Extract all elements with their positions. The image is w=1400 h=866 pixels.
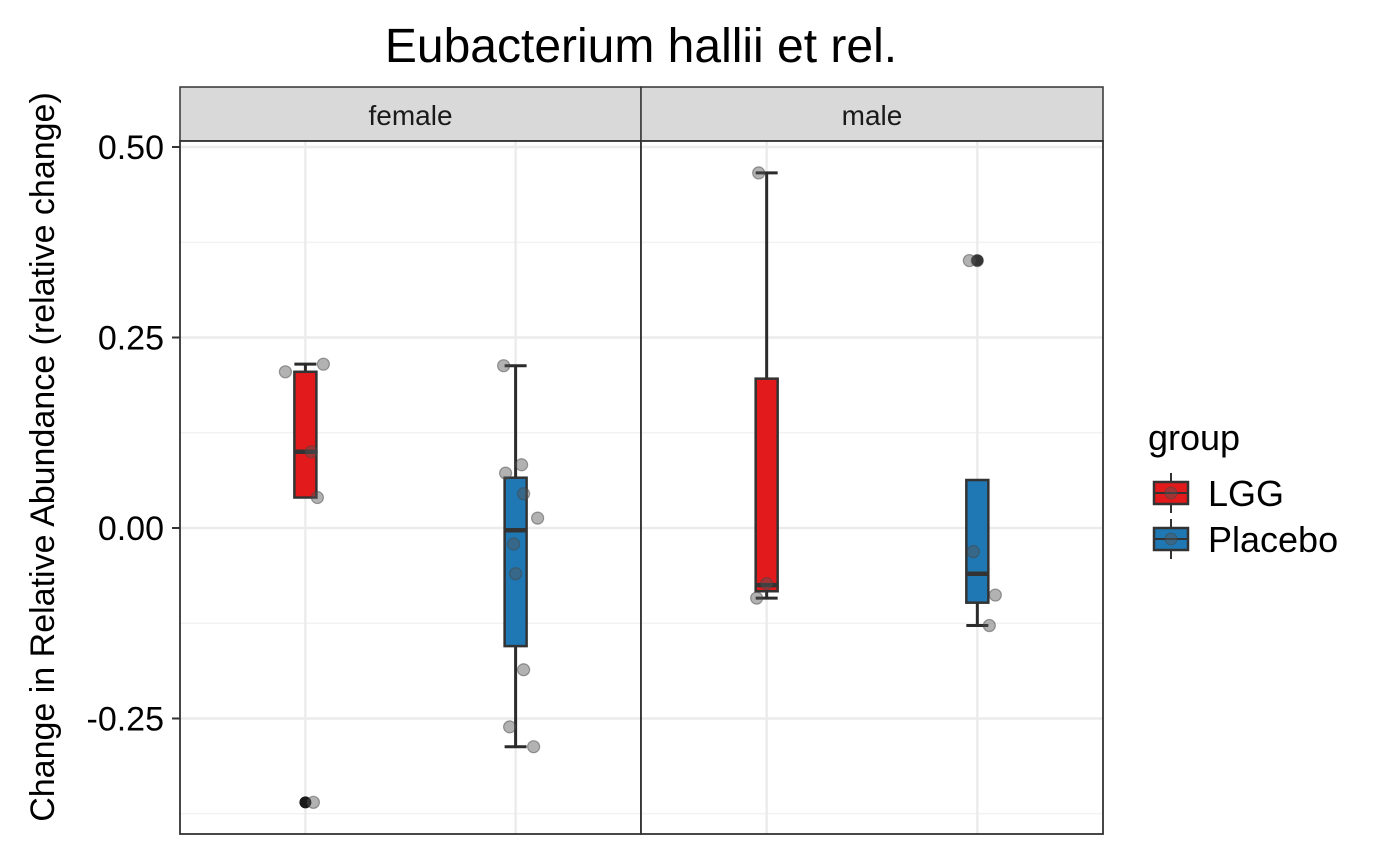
data-point: [966, 545, 980, 559]
panel-border: [640, 140, 1104, 835]
data-point: [306, 795, 320, 809]
data-point: [497, 359, 511, 373]
box-female-placebo: [497, 359, 545, 754]
strip-label-female: female: [368, 100, 452, 131]
legend-key-point: [1164, 486, 1178, 500]
legend-key-point: [1164, 532, 1178, 546]
legend-label-placebo: Placebo: [1208, 519, 1338, 560]
data-point: [988, 588, 1002, 602]
y-axis-title: Change in Relative Abundance (relative c…: [24, 92, 62, 822]
chart-title: Eubacterium hallii et rel.: [385, 20, 897, 73]
data-point: [316, 357, 330, 371]
y-tick-label: 0.50: [98, 129, 164, 167]
y-tick-label: -0.25: [87, 701, 165, 739]
legend: group LGG Placebo: [1148, 417, 1338, 560]
box-female-lgg: [278, 357, 330, 809]
strip-male: [640, 86, 1104, 142]
data-point: [304, 445, 318, 459]
panel-male: [641, 141, 1103, 834]
data-point: [503, 720, 517, 734]
legend-title: group: [1148, 417, 1240, 458]
data-point: [752, 166, 766, 180]
plot-area: female male 0.50 0.25 0.00 -0.25: [87, 86, 1104, 835]
strip-female: [179, 86, 642, 142]
data-point: [509, 567, 523, 581]
legend-key-placebo: [1152, 519, 1190, 559]
legend-key-lgg: [1152, 473, 1190, 513]
box-male-placebo: [962, 253, 1002, 633]
y-tick-label: 0.25: [98, 320, 164, 358]
data-point: [531, 511, 545, 525]
box-iqr: [965, 478, 990, 604]
data-point: [310, 490, 324, 505]
panel-female: [180, 141, 641, 834]
data-point: [970, 253, 984, 268]
data-point: [507, 537, 521, 551]
box-iqr: [293, 370, 318, 499]
box-iqr: [503, 476, 528, 648]
legend-label-lgg: LGG: [1208, 473, 1284, 514]
box-male-lgg: [750, 166, 779, 605]
data-point: [750, 591, 764, 605]
data-point: [499, 466, 513, 480]
data-point: [278, 365, 292, 379]
data-point: [527, 740, 541, 754]
data-point: [517, 487, 531, 501]
data-point: [517, 663, 531, 677]
y-tick-label: 0.00: [98, 510, 164, 548]
strip-label-male: male: [842, 100, 903, 131]
data-point: [982, 618, 996, 633]
data-point: [760, 577, 774, 591]
box-iqr: [754, 377, 779, 593]
data-point: [515, 458, 529, 472]
